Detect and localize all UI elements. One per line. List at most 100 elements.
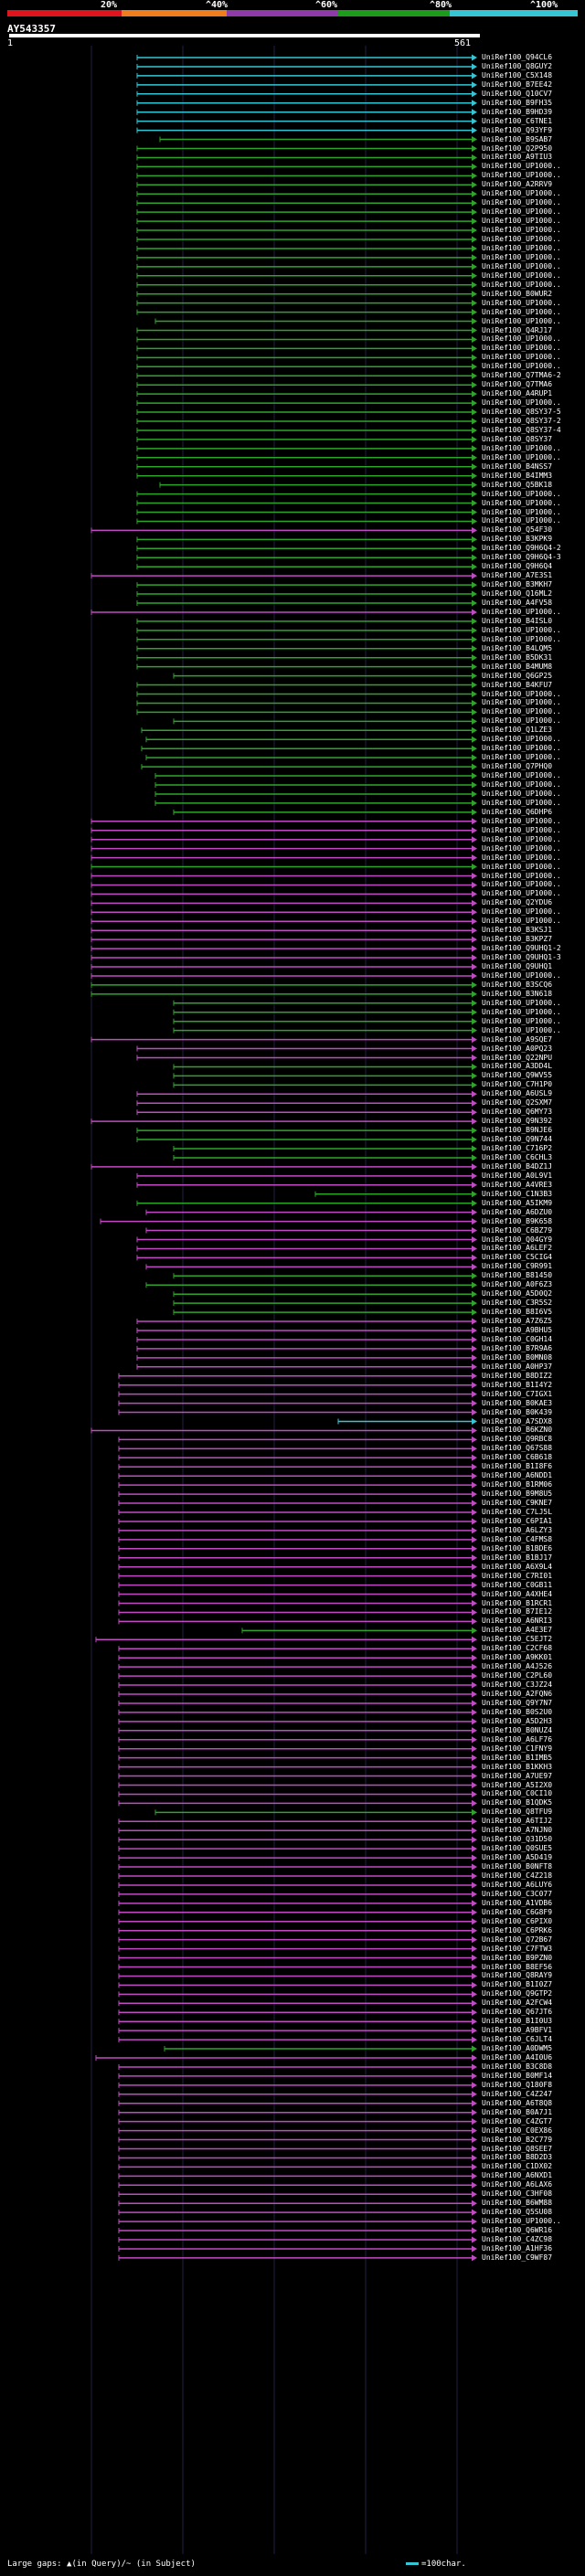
- hit-label[interactable]: UniRef100_A6LAX6: [482, 2180, 553, 2189]
- hit-bar[interactable]: [118, 2127, 477, 2135]
- hit-bar[interactable]: [136, 1236, 477, 1243]
- hit-bar[interactable]: [90, 954, 477, 961]
- hit-label[interactable]: UniRef100_C7RI01: [482, 1571, 553, 1580]
- hit-bar[interactable]: [136, 463, 477, 471]
- hit-bar[interactable]: [136, 581, 477, 588]
- hit-bar[interactable]: [136, 372, 477, 379]
- hit-label[interactable]: UniRef100_Q9RBC8: [482, 1435, 553, 1444]
- hit-bar[interactable]: [118, 1745, 477, 1753]
- hit-bar[interactable]: [118, 1936, 477, 1944]
- hit-bar[interactable]: [136, 427, 477, 434]
- hit-bar[interactable]: [118, 1909, 477, 1916]
- hit-label[interactable]: UniRef100_A6TIJ2: [482, 1817, 553, 1826]
- hit-bar[interactable]: [118, 2100, 477, 2107]
- hit-label[interactable]: UniRef100_Q180F8: [482, 2080, 553, 2089]
- hit-label[interactable]: UniRef100_A7NJN0: [482, 1826, 553, 1835]
- hit-label[interactable]: UniRef100_UP1000..: [482, 1025, 561, 1034]
- hit-label[interactable]: UniRef100_C1DX02: [482, 2162, 553, 2171]
- hit-bar[interactable]: [90, 972, 477, 980]
- hit-bar[interactable]: [136, 445, 477, 452]
- hit-bar[interactable]: [145, 1281, 477, 1288]
- hit-label[interactable]: UniRef100_B2C779: [482, 2135, 553, 2144]
- hit-bar[interactable]: [118, 1645, 477, 1652]
- hit-bar[interactable]: [118, 2181, 477, 2189]
- hit-bar[interactable]: [154, 790, 477, 798]
- hit-label[interactable]: UniRef100_Q9UHQ1-2: [482, 944, 561, 953]
- hit-bar[interactable]: [141, 745, 477, 752]
- hit-label[interactable]: UniRef100_C7IGX1: [482, 1389, 553, 1398]
- hit-bar[interactable]: [118, 1972, 477, 1979]
- hit-bar[interactable]: [173, 1272, 477, 1279]
- hit-bar[interactable]: [118, 1727, 477, 1734]
- hit-label[interactable]: UniRef100_UP1000..: [482, 261, 561, 270]
- hit-label[interactable]: UniRef100_UP1000..: [482, 2217, 561, 2226]
- hit-label[interactable]: UniRef100_UP1000..: [482, 834, 561, 843]
- hit-label[interactable]: UniRef100_UP1000..: [482, 780, 561, 789]
- hit-bar[interactable]: [173, 1154, 477, 1161]
- hit-bar[interactable]: [136, 190, 477, 197]
- hit-label[interactable]: UniRef100_B9HD39: [482, 107, 553, 116]
- hit-label[interactable]: UniRef100_UP1000..: [482, 443, 561, 452]
- hit-bar[interactable]: [118, 1891, 477, 1898]
- hit-bar[interactable]: [118, 1882, 477, 1889]
- hit-label[interactable]: UniRef100_C0CI10: [482, 1789, 553, 1798]
- hit-bar[interactable]: [136, 563, 477, 570]
- hit-bar[interactable]: [118, 2200, 477, 2207]
- hit-bar[interactable]: [136, 636, 477, 643]
- hit-label[interactable]: UniRef100_UP1000..: [482, 707, 561, 716]
- hit-label[interactable]: UniRef100_B1I0Z7: [482, 1980, 553, 1989]
- hit-bar[interactable]: [118, 2254, 477, 2262]
- hit-label[interactable]: UniRef100_B3N618: [482, 989, 553, 998]
- hit-bar[interactable]: [314, 1191, 477, 1198]
- hit-bar[interactable]: [136, 654, 477, 662]
- hit-bar[interactable]: [118, 2190, 477, 2198]
- hit-label[interactable]: UniRef100_A5D419: [482, 1853, 553, 1862]
- hit-label[interactable]: UniRef100_UP1000..: [482, 307, 561, 316]
- hit-label[interactable]: UniRef100_Q93YF9: [482, 125, 553, 134]
- hit-bar[interactable]: [118, 1582, 477, 1589]
- hit-bar[interactable]: [118, 1691, 477, 1698]
- hit-label[interactable]: UniRef100_UP1000..: [482, 316, 561, 325]
- hit-bar[interactable]: [90, 845, 477, 853]
- hit-label[interactable]: UniRef100_A9BHU5: [482, 1326, 553, 1334]
- hit-bar[interactable]: [145, 754, 477, 761]
- hit-bar[interactable]: [118, 2009, 477, 2016]
- hit-label[interactable]: UniRef100_Q9H6Q4-2: [482, 544, 561, 553]
- hit-label[interactable]: UniRef100_C4Z247: [482, 2089, 553, 2098]
- hit-bar[interactable]: [136, 436, 477, 443]
- hit-label[interactable]: UniRef100_A2RRV9: [482, 180, 553, 189]
- hit-bar[interactable]: [118, 1790, 477, 1797]
- hit-label[interactable]: UniRef100_C3C077: [482, 1889, 553, 1898]
- hit-label[interactable]: UniRef100_C0GH14: [482, 1334, 553, 1343]
- hit-label[interactable]: UniRef100_C4ZGT7: [482, 2116, 553, 2125]
- hit-label[interactable]: UniRef100_C7LJ5L: [482, 1508, 553, 1516]
- hit-bar[interactable]: [118, 1945, 477, 1953]
- hit-label[interactable]: UniRef100_Q2P950: [482, 143, 553, 153]
- hit-label[interactable]: UniRef100_B0MN08: [482, 1352, 553, 1362]
- hit-label[interactable]: UniRef100_UP1000..: [482, 889, 561, 898]
- hit-label[interactable]: UniRef100_A5D0Q2: [482, 1289, 553, 1299]
- hit-bar[interactable]: [90, 1036, 477, 1044]
- hit-bar[interactable]: [136, 1200, 477, 1207]
- hit-bar[interactable]: [164, 2045, 477, 2052]
- hit-label[interactable]: UniRef100_Q8SY37-4: [482, 425, 561, 434]
- hit-label[interactable]: UniRef100_B1I0U3: [482, 2017, 553, 2026]
- hit-label[interactable]: UniRef100_UP1000..: [482, 843, 561, 853]
- hit-bar[interactable]: [136, 1363, 477, 1371]
- hit-bar[interactable]: [136, 645, 477, 652]
- hit-label[interactable]: UniRef100_B81450: [482, 1271, 553, 1280]
- hit-label[interactable]: UniRef100_C9KNE7: [482, 1499, 553, 1508]
- hit-bar[interactable]: [154, 772, 477, 779]
- hit-label[interactable]: UniRef100_C9WF87: [482, 2253, 553, 2262]
- hit-label[interactable]: UniRef100_Q22NPU: [482, 1053, 553, 1062]
- hit-bar[interactable]: [136, 109, 477, 116]
- hit-label[interactable]: UniRef100_Q6MY73: [482, 1108, 553, 1117]
- hit-bar[interactable]: [136, 1254, 477, 1261]
- hit-label[interactable]: UniRef100_UP1000..: [482, 771, 561, 780]
- hit-bar[interactable]: [118, 1500, 477, 1507]
- hit-label[interactable]: UniRef100_B5DK31: [482, 652, 553, 662]
- hit-bar[interactable]: [136, 1182, 477, 1189]
- hit-bar[interactable]: [118, 1672, 477, 1680]
- hit-bar[interactable]: [90, 827, 477, 834]
- hit-bar[interactable]: [118, 1799, 477, 1807]
